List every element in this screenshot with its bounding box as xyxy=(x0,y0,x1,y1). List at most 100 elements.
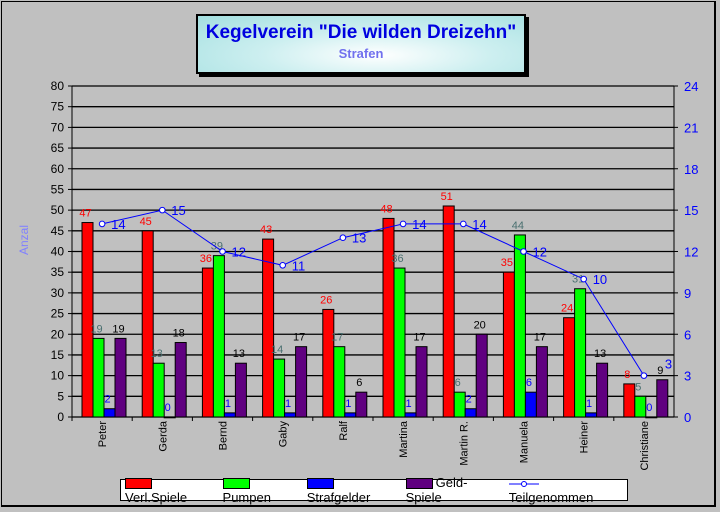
data-label: 6 xyxy=(455,377,461,389)
x-tick-label: Heiner xyxy=(579,421,591,454)
data-label: 19 xyxy=(90,323,102,335)
data-label: 8 xyxy=(624,369,630,381)
bar-strafgelder xyxy=(163,416,176,419)
x-tick-label: Gaby xyxy=(278,421,290,448)
y-tick-label: 15 xyxy=(51,348,65,362)
data-label: 36 xyxy=(391,253,403,265)
data-label: 14 xyxy=(472,217,486,232)
bar-verl-spiele xyxy=(442,205,455,418)
bar-pumpen xyxy=(453,391,466,418)
legend-item: Pumpen xyxy=(222,475,299,505)
data-label: 3 xyxy=(665,357,672,372)
data-label: 26 xyxy=(320,294,332,306)
data-label: 1 xyxy=(405,398,411,410)
legend-swatch xyxy=(125,478,152,490)
x-tick-label: Bernd xyxy=(218,421,230,450)
y2-tick-label: 21 xyxy=(684,120,698,135)
data-label: 51 xyxy=(441,191,453,203)
data-label: 45 xyxy=(140,216,152,228)
bar-geld-spiele xyxy=(114,337,127,418)
line-marker xyxy=(279,261,287,269)
data-label: 13 xyxy=(233,348,245,360)
y-tick-label: 35 xyxy=(51,265,65,279)
bar-pumpen xyxy=(92,337,105,418)
line-marker xyxy=(399,220,407,228)
legend-item: Geld-Spiele xyxy=(405,475,501,505)
bar-strafgelder xyxy=(464,408,477,418)
data-label: 10 xyxy=(593,272,607,287)
data-label: 6 xyxy=(356,377,362,389)
data-label: 47 xyxy=(79,208,91,220)
y2-tick-label: 15 xyxy=(684,203,698,218)
bar-pumpen xyxy=(574,288,587,418)
legend-label: Pumpen xyxy=(222,490,271,505)
bar-geld-spiele xyxy=(234,362,247,418)
data-label: 24 xyxy=(561,303,573,315)
bar-geld-spiele xyxy=(535,346,548,418)
data-label: 31 xyxy=(572,274,584,286)
legend-swatch xyxy=(222,478,250,490)
bar-geld-spiele xyxy=(174,342,187,418)
bar-strafgelder xyxy=(223,412,236,418)
data-label: 1 xyxy=(345,398,351,410)
y2-tick-label: 0 xyxy=(684,410,691,425)
bar-strafgelder xyxy=(103,408,116,418)
x-tick-label: Peter xyxy=(97,421,109,448)
bar-geld-spiele xyxy=(475,333,488,418)
bar-pumpen xyxy=(393,267,406,418)
legend-label: Geld-Spiele xyxy=(405,475,468,505)
legend-line-icon xyxy=(508,480,539,487)
y-tick-label: 80 xyxy=(51,79,65,93)
line-marker xyxy=(98,220,106,228)
bar-strafgelder xyxy=(524,391,537,418)
data-label: 6 xyxy=(526,377,532,389)
data-label: 35 xyxy=(501,257,513,269)
x-tick-label: Christiane xyxy=(639,421,651,471)
data-label: 17 xyxy=(413,332,425,344)
data-label: 43 xyxy=(260,224,272,236)
data-label: 14 xyxy=(111,217,125,232)
bar-geld-spiele xyxy=(656,379,669,418)
line-marker xyxy=(460,220,467,228)
legend-label: Teilgenommen xyxy=(508,490,594,505)
data-label: 17 xyxy=(331,332,343,344)
bar-pumpen xyxy=(212,255,225,418)
data-label: 12 xyxy=(533,245,547,260)
data-label: 5 xyxy=(635,381,641,393)
data-label: 17 xyxy=(293,332,305,344)
y-tick-label: 45 xyxy=(51,224,65,238)
data-label: 0 xyxy=(165,402,171,414)
y-tick-label: 5 xyxy=(57,389,64,403)
bar-strafgelder xyxy=(645,416,658,419)
data-label: 12 xyxy=(232,245,246,260)
bar-strafgelder xyxy=(344,412,357,418)
legend-label: Strafgelder xyxy=(306,490,371,505)
data-label: 20 xyxy=(474,319,486,331)
legend-item: Teilgenommen xyxy=(508,475,623,505)
data-label: 1 xyxy=(225,398,231,410)
line-marker xyxy=(520,248,527,255)
bar-verl-spiele xyxy=(382,217,395,418)
data-label: 11 xyxy=(292,258,306,273)
y2-tick-label: 6 xyxy=(684,327,691,342)
bar-verl-spiele xyxy=(502,271,515,418)
data-label: 36 xyxy=(200,253,212,265)
data-label: 2 xyxy=(104,394,110,406)
y-tick-label: 60 xyxy=(51,162,65,176)
x-tick-label: Ralf xyxy=(338,420,350,441)
legend-item: Strafgelder xyxy=(306,475,398,505)
y-tick-label: 55 xyxy=(51,182,65,196)
y2-tick-label: 12 xyxy=(684,245,698,260)
y2-tick-label: 24 xyxy=(684,79,698,94)
data-label: 19 xyxy=(112,323,124,335)
bar-verl-spiele xyxy=(262,238,275,418)
x-tick-label: Martin R. xyxy=(458,421,470,466)
bar-pumpen xyxy=(273,358,286,418)
bar-pumpen xyxy=(333,346,346,418)
data-label: 13 xyxy=(594,348,606,360)
y2-tick-label: 3 xyxy=(684,369,691,384)
y-tick-label: 30 xyxy=(51,286,65,300)
y-axis-label: Anzal xyxy=(17,225,31,255)
data-label: 13 xyxy=(352,231,366,246)
